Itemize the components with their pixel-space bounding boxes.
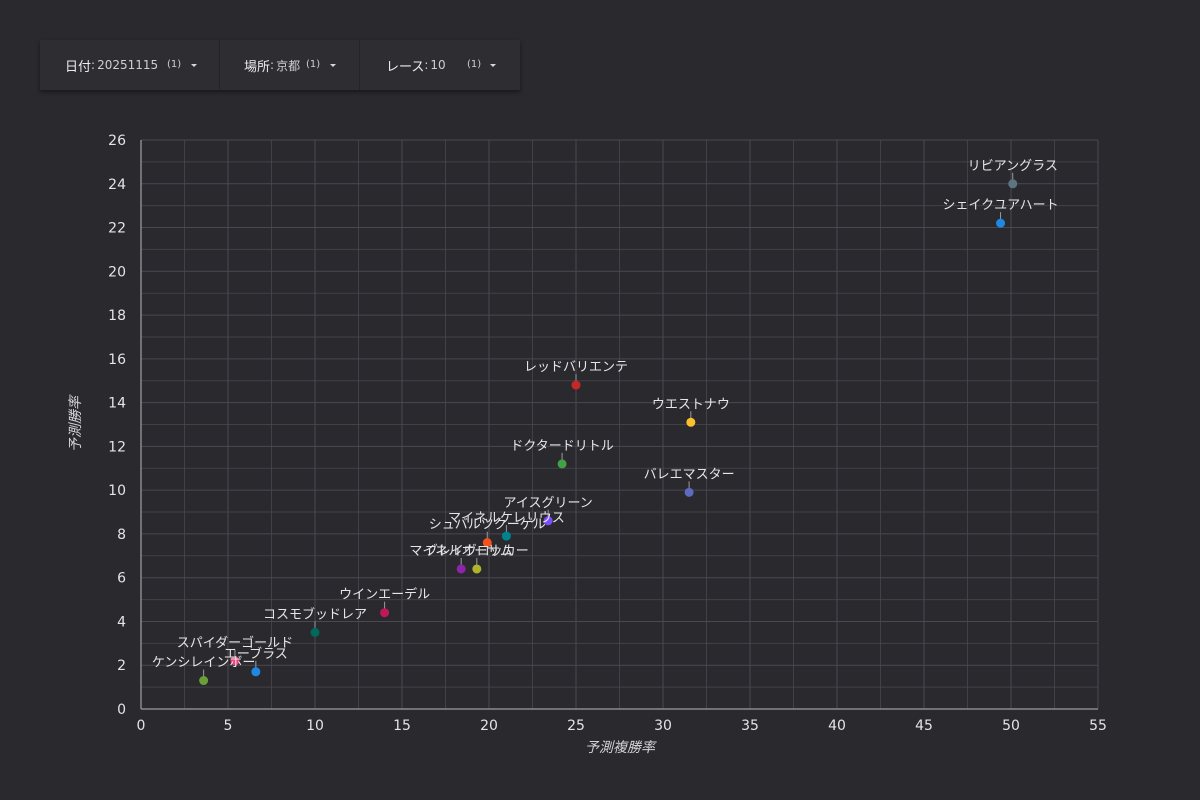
- point-label: コスモブッドレア: [263, 606, 367, 622]
- y-tick-label: 20: [108, 264, 126, 280]
- y-tick-label: 10: [108, 483, 126, 499]
- scatter-point[interactable]: [996, 218, 1006, 228]
- x-tick-label: 25: [567, 718, 585, 734]
- scatter-point[interactable]: [557, 459, 567, 469]
- chevron-down-icon[interactable]: [490, 64, 496, 67]
- filter-bar: 日付: 20251115 (1) 場所: 京都 (1) レース: 10 (1): [40, 40, 520, 90]
- y-tick-label: 14: [108, 396, 126, 412]
- scatter-point[interactable]: [501, 531, 511, 541]
- scatter-point[interactable]: [251, 667, 261, 677]
- place-filter-label: 場所: [244, 59, 271, 75]
- scatter-point[interactable]: [571, 380, 581, 390]
- chevron-down-icon[interactable]: [191, 64, 197, 67]
- race-filter-count: (1): [467, 59, 482, 70]
- y-tick-label: 18: [108, 308, 126, 324]
- date-filter[interactable]: 日付: 20251115 (1): [40, 40, 220, 90]
- x-tick-label: 40: [828, 718, 846, 734]
- point-label: リビアングラス: [968, 159, 1058, 174]
- scatter-point[interactable]: [456, 564, 466, 574]
- date-filter-value: 20251115: [97, 58, 159, 72]
- x-tick-label: 15: [393, 718, 411, 734]
- point-label: マイネルオーサム: [409, 544, 512, 559]
- chart-grid: [140, 139, 1099, 710]
- y-tick-label: 26: [108, 133, 126, 149]
- scatter-point[interactable]: [1008, 179, 1018, 189]
- x-tick-label: 10: [306, 718, 324, 734]
- race-filter-value: 10: [430, 58, 446, 72]
- point-label: シュバルツクーゲル: [429, 518, 546, 533]
- point-label: マイネルケレリウス: [448, 511, 565, 526]
- x-tick-label: 45: [915, 718, 933, 734]
- point-label: ドクタードリトル: [510, 439, 613, 454]
- place-filter-value: 京都: [276, 58, 301, 73]
- y-tick-label: 2: [117, 658, 126, 674]
- x-tick-label: 20: [480, 718, 498, 734]
- scatter-point[interactable]: [310, 627, 320, 637]
- y-tick-label: 16: [108, 352, 126, 368]
- y-tick-label: 8: [117, 527, 126, 543]
- chart-axes: [140, 140, 1098, 710]
- date-filter-count: (1): [167, 59, 182, 70]
- x-tick-label: 0: [137, 718, 146, 734]
- place-filter-count: (1): [306, 59, 321, 70]
- race-filter[interactable]: レース: 10 (1): [360, 40, 520, 90]
- chart-ticks: 0 5 10 15 20 25 30 35 40 45 50 55024681012141618202…: [108, 133, 1107, 734]
- point-label: ウインエーデル: [339, 587, 430, 603]
- point-label: ブレイヴロッカー: [425, 543, 529, 559]
- point-label: ウエストナウ: [652, 397, 730, 412]
- point-label: エーブラス: [224, 646, 288, 662]
- chart-points: リビアングラスシェイクユアハートレッドバリエンテウエストナウドクタードリトルバレ…: [152, 159, 1059, 686]
- y-tick-label: 22: [108, 221, 126, 237]
- scatter-point[interactable]: [380, 608, 390, 618]
- scatter-point[interactable]: [684, 487, 694, 497]
- point-label: レッドバリエンテ: [524, 360, 628, 375]
- point-label: バレエマスター: [644, 467, 735, 482]
- scatter-point[interactable]: [230, 656, 240, 666]
- y-axis-title: 予測勝率: [68, 394, 84, 452]
- race-filter-label: レース: [386, 59, 425, 75]
- y-tick-label: 6: [117, 571, 126, 587]
- point-label: アイスグリーン: [504, 496, 593, 511]
- x-tick-label: 5: [224, 718, 233, 734]
- x-tick-label: 35: [741, 718, 759, 734]
- scatter-point[interactable]: [543, 516, 553, 526]
- y-tick-label: 4: [117, 614, 126, 630]
- scatter-point[interactable]: [199, 676, 209, 686]
- scatter-point[interactable]: [482, 538, 492, 548]
- chevron-down-icon[interactable]: [330, 64, 336, 67]
- scatter-point[interactable]: [686, 417, 696, 427]
- x-tick-label: 50: [1002, 718, 1020, 734]
- point-label: スパイダーゴールド: [177, 635, 293, 651]
- date-filter-label: 日付: [65, 59, 92, 75]
- place-filter[interactable]: 場所: 京都 (1): [220, 40, 360, 90]
- point-label: ケンシレインボー: [152, 656, 256, 671]
- y-tick-label: 12: [108, 439, 126, 455]
- y-tick-label: 0: [117, 702, 126, 718]
- y-tick-label: 24: [108, 177, 126, 193]
- x-axis-title: 予測複勝率: [585, 740, 657, 756]
- scatter-point[interactable]: [472, 564, 482, 574]
- x-tick-label: 30: [654, 718, 672, 734]
- x-tick-label: 55: [1089, 718, 1107, 734]
- point-label: シェイクユアハート: [942, 198, 1058, 213]
